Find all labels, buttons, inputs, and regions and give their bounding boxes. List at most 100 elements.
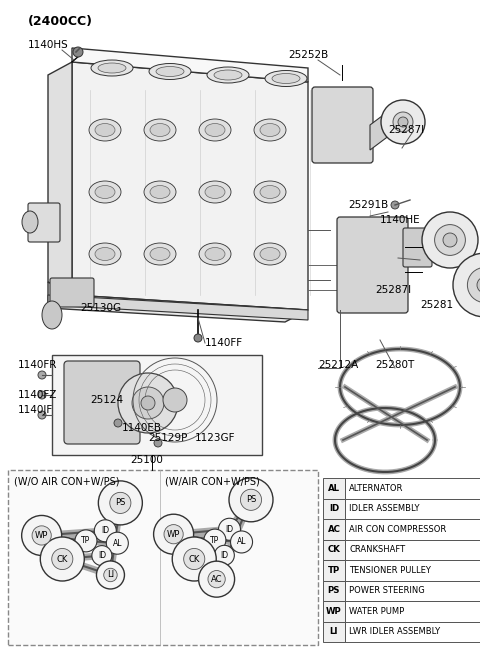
Text: POWER STEERING: POWER STEERING [349, 586, 425, 596]
Bar [8, 470, 318, 645]
Text: AL: AL [328, 484, 340, 492]
Text: PS: PS [246, 495, 256, 504]
Text: WATER PUMP: WATER PUMP [349, 607, 404, 616]
Circle shape [164, 525, 183, 544]
Text: AC: AC [211, 575, 222, 584]
Text: 25100: 25100 [130, 455, 163, 465]
Bar [345, 540, 480, 560]
FancyBboxPatch shape [50, 278, 94, 307]
Circle shape [38, 411, 46, 419]
Circle shape [38, 371, 46, 379]
Text: 25124: 25124 [90, 395, 123, 405]
Circle shape [477, 277, 480, 293]
Circle shape [154, 515, 193, 554]
Text: WP: WP [35, 531, 48, 540]
Circle shape [40, 537, 84, 581]
Ellipse shape [199, 119, 231, 141]
Polygon shape [72, 48, 308, 82]
Text: PS: PS [328, 586, 340, 596]
Bar [323, 560, 345, 581]
Bar [323, 478, 345, 498]
Text: 1140HE: 1140HE [380, 215, 420, 225]
Circle shape [443, 233, 457, 247]
Text: 25130G: 25130G [80, 303, 121, 313]
Bar [323, 540, 345, 560]
Text: ALTERNATOR: ALTERNATOR [349, 484, 403, 492]
Bar [323, 581, 345, 601]
Text: TENSIONER PULLEY: TENSIONER PULLEY [349, 566, 431, 575]
Circle shape [73, 47, 83, 57]
Circle shape [114, 419, 122, 427]
Ellipse shape [205, 124, 225, 137]
Circle shape [52, 548, 73, 570]
Circle shape [199, 561, 235, 597]
Text: WP: WP [167, 529, 180, 538]
Circle shape [208, 570, 225, 588]
Polygon shape [48, 282, 308, 322]
Ellipse shape [149, 64, 191, 80]
Bar [345, 621, 480, 642]
FancyBboxPatch shape [403, 228, 432, 267]
Ellipse shape [144, 243, 176, 265]
Ellipse shape [91, 60, 133, 76]
Text: 1140FZ: 1140FZ [18, 390, 58, 400]
Text: TP: TP [328, 566, 340, 575]
Text: ID: ID [101, 526, 109, 535]
Circle shape [381, 100, 425, 144]
Text: TP: TP [210, 536, 219, 544]
Polygon shape [72, 62, 308, 310]
Bar [323, 601, 345, 621]
Ellipse shape [95, 248, 115, 260]
Polygon shape [370, 110, 390, 150]
Text: PS: PS [115, 498, 126, 507]
FancyBboxPatch shape [337, 217, 408, 313]
Text: (2400CC): (2400CC) [28, 16, 93, 29]
Circle shape [92, 546, 112, 566]
Ellipse shape [254, 119, 286, 141]
Bar [345, 498, 480, 519]
Text: 25281: 25281 [420, 300, 453, 310]
Ellipse shape [260, 185, 280, 198]
Bar [323, 621, 345, 642]
Ellipse shape [22, 211, 38, 233]
Circle shape [194, 334, 202, 342]
Ellipse shape [254, 181, 286, 203]
Ellipse shape [89, 119, 121, 141]
Ellipse shape [150, 185, 170, 198]
Circle shape [22, 515, 61, 555]
Text: CRANKSHAFT: CRANKSHAFT [349, 545, 405, 554]
Circle shape [230, 531, 252, 553]
Text: ID: ID [98, 551, 106, 560]
Circle shape [94, 520, 116, 542]
Text: WP: WP [326, 607, 342, 616]
Polygon shape [48, 295, 308, 320]
Text: ID: ID [226, 525, 234, 534]
Circle shape [434, 225, 466, 255]
Text: AL: AL [113, 538, 122, 548]
Text: 25212A: 25212A [318, 360, 358, 370]
Ellipse shape [199, 243, 231, 265]
Ellipse shape [214, 70, 242, 80]
Text: CK: CK [57, 555, 68, 564]
Text: LI: LI [107, 570, 114, 579]
Text: 25287I: 25287I [375, 285, 411, 295]
Ellipse shape [199, 181, 231, 203]
Text: IDLER ASSEMBLY: IDLER ASSEMBLY [349, 504, 420, 513]
Text: (W/O AIR CON+W/PS): (W/O AIR CON+W/PS) [14, 476, 120, 486]
Ellipse shape [260, 248, 280, 260]
Circle shape [215, 545, 234, 565]
Circle shape [468, 268, 480, 303]
Ellipse shape [205, 185, 225, 198]
Bar [323, 498, 345, 519]
Circle shape [38, 391, 46, 399]
Ellipse shape [144, 181, 176, 203]
Circle shape [107, 532, 128, 554]
Circle shape [75, 530, 97, 552]
Ellipse shape [144, 119, 176, 141]
Text: ID: ID [220, 551, 228, 560]
Circle shape [32, 526, 51, 545]
Ellipse shape [98, 63, 126, 73]
Circle shape [110, 492, 131, 513]
Circle shape [172, 537, 216, 581]
Text: LI: LI [330, 627, 338, 636]
